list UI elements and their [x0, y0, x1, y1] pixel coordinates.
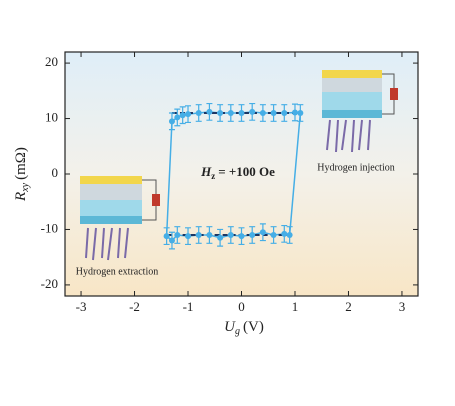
inset-layer: [80, 216, 142, 224]
data-point: [228, 232, 234, 238]
y-label-subscript: xy: [20, 182, 31, 192]
data-point: [249, 232, 255, 238]
data-point: [287, 232, 293, 238]
data-point: [206, 109, 212, 115]
data-point: [228, 110, 234, 116]
data-point: [169, 238, 175, 244]
annotation-subscript: z: [211, 171, 215, 181]
data-point: [185, 233, 191, 239]
x-tick-label: 3: [399, 299, 406, 314]
data-point: [196, 110, 202, 116]
data-point: [239, 233, 245, 239]
data-point: [292, 109, 298, 115]
data-point: [271, 110, 277, 116]
inset-layer: [80, 176, 142, 184]
y-label-unit: (mΩ): [13, 147, 29, 180]
x-axis-label: Ug(V): [224, 319, 264, 337]
data-point: [281, 231, 287, 237]
data-point: [185, 111, 191, 117]
data-point: [297, 110, 303, 116]
data-point: [174, 232, 180, 238]
inset-label: Hydrogen extraction: [76, 266, 158, 277]
data-point: [260, 110, 266, 116]
x-tick-label: 0: [238, 299, 245, 314]
inset-layer: [322, 78, 382, 92]
inset-label: Hydrogen injection: [317, 162, 394, 173]
x-tick-label: -1: [183, 299, 194, 314]
y-tick-label: -20: [41, 276, 58, 291]
data-point: [271, 232, 277, 238]
chart: Hydrogen injection Hydrogen extraction H…: [0, 0, 455, 406]
y-tick-label: -10: [41, 220, 58, 235]
data-point: [164, 233, 170, 239]
data-point: [260, 229, 266, 235]
inset-layer: [322, 110, 382, 118]
data-point: [169, 118, 175, 124]
data-point: [217, 235, 223, 241]
inset-source: [152, 194, 160, 206]
page: Hydrogen injection Hydrogen extraction H…: [0, 0, 455, 406]
data-point: [217, 110, 223, 116]
y-tick-label: 20: [45, 54, 58, 69]
annotation-text: = +100 Oe: [218, 164, 275, 179]
x-tick-label: 2: [345, 299, 352, 314]
y-axis-label: Rxy (mΩ): [13, 147, 31, 202]
inset-layer: [80, 184, 142, 200]
x-tick-label: -3: [76, 299, 87, 314]
y-label-symbol: R: [13, 192, 29, 202]
y-tick-label: 10: [45, 110, 58, 125]
x-tick-label: -2: [129, 299, 140, 314]
inset-layer: [322, 92, 382, 110]
inset-layer: [322, 70, 382, 78]
data-point: [180, 112, 186, 118]
inset-layer: [80, 200, 142, 216]
x-label-subscript: g: [235, 326, 240, 337]
data-point: [239, 110, 245, 116]
data-point: [196, 232, 202, 238]
x-tick-label: 1: [292, 299, 299, 314]
data-point: [281, 110, 287, 116]
data-point: [174, 114, 180, 120]
data-point: [249, 109, 255, 115]
inset-source: [390, 88, 398, 100]
y-tick-label: 0: [52, 165, 59, 180]
x-label-unit: (V): [243, 319, 264, 335]
data-point: [206, 232, 212, 238]
